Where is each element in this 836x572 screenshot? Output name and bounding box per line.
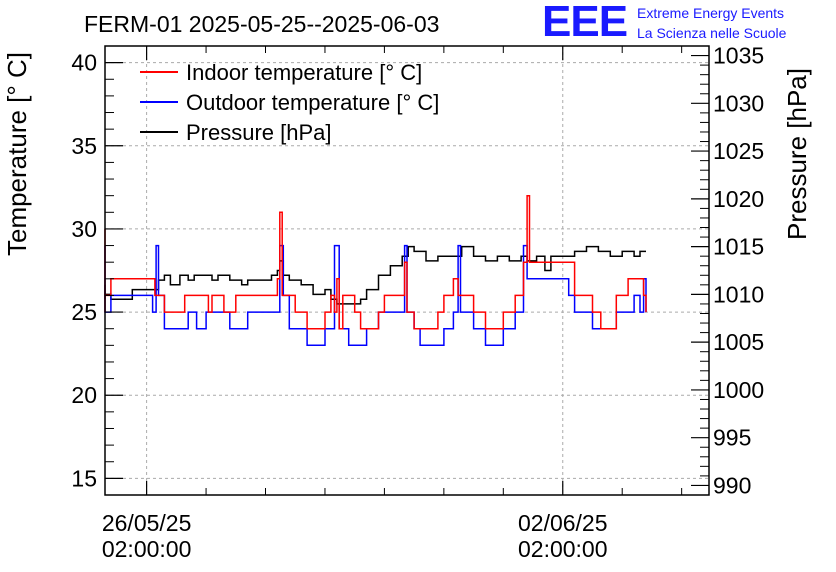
y-axis-label: Temperature [° C] bbox=[2, 52, 32, 256]
y-tick-label: 20 bbox=[71, 382, 97, 408]
plot-frame bbox=[104, 45, 710, 496]
axis-ticks bbox=[105, 45, 709, 496]
x-tick-label-date: 26/05/25 bbox=[102, 510, 192, 536]
series-indoor-line bbox=[104, 194, 647, 330]
y2-tick-label: 1025 bbox=[713, 138, 764, 164]
axis-labels: 15 20 25 30 35 40 990 995 1000 1005 1010 1015 1020 10… bbox=[71, 43, 764, 562]
legend-label-pressure: Pressure [hPa] bbox=[186, 120, 332, 145]
x-tick-label-date: 02/06/25 bbox=[518, 510, 608, 536]
eee-logo-line2: La Scienza nelle Scuole bbox=[637, 25, 787, 41]
y-tick-label: 35 bbox=[71, 133, 97, 159]
x-tick-label-time: 02:00:00 bbox=[518, 536, 608, 562]
y2-tick-label: 1000 bbox=[713, 377, 764, 403]
series-pressure-line bbox=[104, 245, 646, 305]
eee-logo-mark: EEE bbox=[542, 0, 628, 46]
eee-logo-line1: Extreme Energy Events bbox=[637, 5, 785, 21]
eee-logo: EEE Extreme Energy Events La Scienza nel… bbox=[542, 0, 832, 46]
y-tick-label: 15 bbox=[71, 465, 97, 491]
chart-title: FERM-01 2025-05-25--2025-06-03 bbox=[84, 11, 439, 37]
y2-tick-label: 1005 bbox=[713, 329, 764, 355]
y-tick-label: 40 bbox=[71, 50, 97, 76]
y2-tick-label: 1035 bbox=[713, 43, 764, 69]
y2-tick-label: 1030 bbox=[713, 90, 764, 116]
y2-tick-label: 990 bbox=[713, 472, 751, 498]
legend-label-outdoor: Outdoor temperature [° C] bbox=[186, 90, 439, 115]
legend-label-indoor: Indoor temperature [° C] bbox=[186, 60, 422, 85]
y2-axis-label: Pressure [hPa] bbox=[782, 68, 812, 240]
x-tick-label-time: 02:00:00 bbox=[102, 536, 192, 562]
y2-tick-label: 1010 bbox=[713, 281, 764, 307]
series-group bbox=[104, 194, 647, 347]
y-tick-label: 25 bbox=[71, 299, 97, 325]
y2-tick-label: 1020 bbox=[713, 186, 764, 212]
legend: Indoor temperature [° C] Outdoor tempera… bbox=[140, 60, 439, 145]
y-tick-label: 30 bbox=[71, 216, 97, 242]
y2-tick-label: 995 bbox=[713, 425, 751, 451]
y2-tick-label: 1015 bbox=[713, 234, 764, 260]
